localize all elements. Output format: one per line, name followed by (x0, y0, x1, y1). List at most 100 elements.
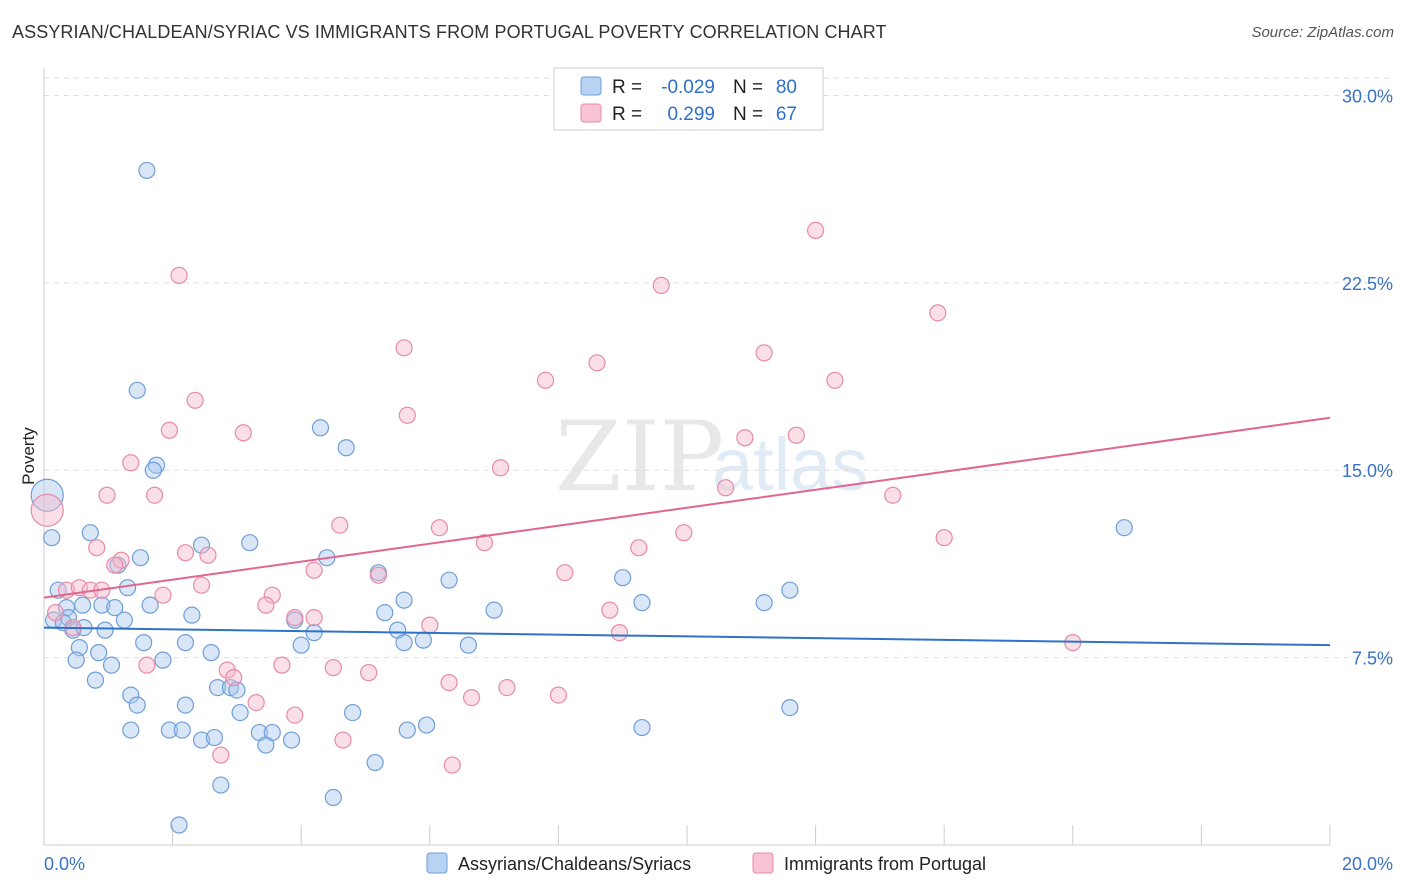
data-point-assyrians (122, 686, 140, 704)
data-point-assyrians (324, 788, 342, 807)
data-point-portugal (421, 616, 439, 634)
chart-title: ASSYRIAN/CHALDEAN/SYRIAC VS IMMIGRANTS F… (12, 22, 887, 42)
data-point-assyrians (305, 624, 323, 642)
data-point-assyrians (192, 731, 211, 749)
trend-lines (43, 416, 1331, 647)
data-point-portugal (160, 421, 178, 439)
data-point-assyrians (231, 703, 249, 722)
data-point-assyrians (67, 651, 85, 669)
data-point-portugal (491, 459, 510, 477)
data-point-portugal (398, 406, 416, 424)
legend-r-label-1: R = (612, 77, 642, 98)
data-point-assyrians (141, 596, 159, 614)
data-point-portugal (787, 426, 805, 444)
data-point-assyrians (257, 736, 275, 754)
data-point-assyrians (440, 571, 458, 589)
legend-n-label-2: N = (733, 104, 763, 125)
data-point-portugal (736, 429, 754, 447)
data-point-portugal (498, 679, 516, 697)
data-point-portugal (395, 339, 413, 357)
data-point-portugal (601, 601, 619, 619)
data-point-portugal (430, 519, 449, 537)
data-point-portugal (46, 604, 65, 622)
data-point-assyrians (176, 634, 195, 652)
data-point-portugal (176, 544, 195, 562)
watermark: ZIP atlas (555, 401, 868, 513)
data-point-portugal (652, 276, 670, 294)
data-point-portugal (806, 221, 825, 240)
series-assyrians-points (30, 161, 1133, 834)
data-point-portugal (170, 266, 188, 284)
data-point-portugal (884, 486, 902, 504)
data-point-assyrians (282, 731, 301, 749)
data-point-assyrians (93, 596, 111, 614)
data-point-portugal (192, 576, 211, 594)
legend-r-label-2: R = (612, 104, 642, 125)
data-point-assyrians (170, 816, 188, 834)
chart-source: Source: ZipAtlas.com (1251, 24, 1394, 41)
x-tick-label-min: 0.0% (44, 854, 85, 874)
legend-n-label-1: N = (733, 77, 763, 98)
data-point-assyrians (43, 529, 61, 547)
data-point-portugal (549, 686, 568, 704)
data-point-portugal (138, 656, 156, 674)
data-point-portugal (630, 539, 648, 557)
data-point-portugal (122, 454, 140, 472)
data-point-assyrians (633, 594, 651, 612)
data-point-assyrians (154, 651, 172, 669)
data-point-assyrians (395, 634, 413, 652)
data-point-portugal (369, 566, 387, 584)
data-point-portugal (610, 624, 629, 642)
data-point-portugal (324, 659, 342, 677)
data-point-assyrians (147, 456, 166, 474)
data-point-portugal (286, 609, 304, 627)
data-point-assyrians (128, 381, 146, 399)
data-point-assyrians (395, 591, 413, 609)
data-point-portugal (588, 354, 606, 372)
series-portugal-points (30, 221, 1082, 774)
data-point-assyrians (781, 698, 799, 717)
grid-lines (44, 77, 1392, 659)
data-point-assyrians (86, 671, 105, 689)
data-point-assyrians (311, 419, 330, 437)
data-point-assyrians (417, 716, 436, 734)
data-point-assyrians (344, 703, 362, 722)
data-point-portugal (199, 546, 217, 564)
legend-n-value-2: 67 (776, 104, 797, 125)
legend-r-value-2: 0.299 (667, 104, 715, 125)
data-point-assyrians (135, 634, 153, 652)
data-point-assyrians (173, 721, 191, 739)
correlation-legend: R = -0.029 N = 80 R = 0.299 N = 67 (553, 67, 824, 131)
data-point-portugal (334, 731, 352, 749)
y-tick-label: 15.0% (1342, 461, 1393, 481)
data-point-assyrians (81, 524, 99, 542)
legend-swatch-blue (580, 76, 602, 96)
data-point-assyrians (212, 776, 230, 794)
data-point-portugal (305, 609, 323, 627)
data-point-assyrians (144, 461, 162, 479)
data-point-portugal (145, 486, 164, 504)
data-point-assyrians (138, 161, 156, 180)
data-point-portugal (462, 688, 481, 707)
data-point-assyrians (160, 721, 178, 739)
data-point-assyrians (128, 696, 146, 714)
data-point-portugal (536, 371, 555, 389)
data-point-assyrians (755, 594, 773, 612)
data-point-assyrians (241, 534, 259, 552)
data-point-assyrians (209, 679, 227, 697)
data-point-assyrians (781, 581, 799, 599)
data-point-assyrians (176, 696, 195, 714)
data-point-portugal (556, 564, 574, 582)
data-point-assyrians (485, 601, 503, 619)
data-point-portugal (331, 516, 349, 534)
data-point-assyrians (73, 596, 92, 614)
data-point-portugal (154, 586, 172, 604)
data-point-assyrians (398, 721, 416, 739)
data-point-portugal (234, 424, 252, 442)
data-point-portugal (826, 371, 844, 389)
data-point-portugal (106, 556, 124, 574)
y-tick-label: 30.0% (1342, 86, 1393, 106)
data-point-portugal (273, 656, 291, 674)
data-point-assyrians (192, 536, 211, 554)
y-tick-label: 7.5% (1352, 649, 1393, 669)
